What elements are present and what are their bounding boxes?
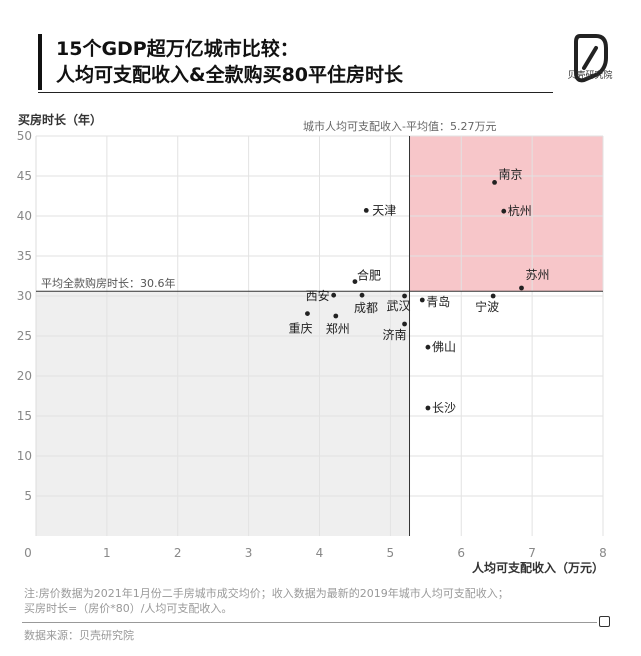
title-line-2: 人均可支配收入&全款购买80平住房时长 bbox=[56, 64, 404, 86]
data-point bbox=[333, 313, 339, 319]
point-label: 成都 bbox=[354, 301, 378, 315]
title-accent-bar bbox=[38, 34, 42, 90]
data-point bbox=[402, 321, 407, 327]
beike-logo-icon bbox=[574, 34, 608, 83]
logo-label: 贝壳研究院 bbox=[567, 71, 613, 81]
x-tick-label: 2 bbox=[174, 546, 182, 560]
x-tick-label: 3 bbox=[245, 546, 253, 560]
y-tick-label: 5 bbox=[24, 489, 32, 503]
y-tick-label: 45 bbox=[17, 169, 32, 183]
data-point bbox=[363, 208, 369, 213]
x-axis-label: 人均可支配收入（万元） bbox=[472, 560, 604, 575]
x-tick-label: 5 bbox=[387, 546, 395, 560]
data-source: 数据来源：贝壳研究院 bbox=[24, 629, 134, 642]
point-label: 杭州 bbox=[508, 203, 532, 218]
data-point bbox=[352, 279, 358, 284]
x-tick-label: 1 bbox=[103, 546, 111, 560]
data-point bbox=[331, 292, 337, 298]
title-underline bbox=[38, 92, 553, 93]
data-point bbox=[359, 292, 365, 298]
y-tick-label: 40 bbox=[17, 209, 32, 223]
x-tick-label: 7 bbox=[528, 546, 536, 560]
y-tick-label: 25 bbox=[17, 329, 32, 343]
point-label: 南京 bbox=[499, 166, 523, 181]
data-point bbox=[425, 405, 431, 411]
point-label: 重庆 bbox=[288, 322, 312, 336]
mean-income-label: 城市人均可支配收入-平均值：5.27万元 bbox=[303, 119, 496, 133]
footnote-line-2: 买房时长=（房价*80）/人均可支配收入。 bbox=[24, 602, 233, 615]
data-point bbox=[492, 180, 497, 185]
data-point bbox=[519, 285, 524, 291]
mean-duration-label: 平均全款购房时长：30.6年 bbox=[41, 276, 176, 290]
y-tick-label: 50 bbox=[17, 129, 32, 143]
point-label: 合肥 bbox=[357, 268, 381, 283]
point-label: 武汉 bbox=[387, 299, 411, 313]
y-tick-label: 35 bbox=[17, 249, 32, 263]
point-label: 郑州 bbox=[326, 321, 350, 336]
lowlight-quadrant bbox=[36, 291, 410, 536]
point-label: 宁波 bbox=[475, 299, 499, 314]
x-tick-label: 0 bbox=[24, 546, 32, 560]
y-tick-label: 15 bbox=[17, 409, 32, 423]
footnote-line-1: 注:房价数据为2021年1月份二手房城市成交均价；收入数据为最新的2019年城市… bbox=[24, 587, 509, 600]
y-tick-label: 20 bbox=[17, 369, 32, 383]
data-point bbox=[402, 293, 407, 299]
x-tick-label: 6 bbox=[457, 546, 465, 560]
point-label: 佛山 bbox=[432, 340, 456, 354]
x-tick-label: 4 bbox=[316, 546, 324, 560]
data-point bbox=[501, 208, 507, 214]
data-point bbox=[419, 297, 425, 303]
x-tick-label: 8 bbox=[599, 546, 607, 560]
page-title: 15个GDP超万亿城市比较： 人均可支配收入&全款购买80平住房时长 bbox=[56, 36, 403, 88]
data-point bbox=[305, 311, 310, 316]
point-label: 青岛 bbox=[426, 294, 450, 309]
point-label: 长沙 bbox=[432, 401, 456, 415]
highlight-quadrant bbox=[409, 136, 603, 292]
point-label: 济南 bbox=[383, 327, 407, 342]
data-point bbox=[490, 293, 496, 299]
title-line-1: 15个GDP超万亿城市比较： bbox=[56, 38, 299, 60]
y-tick-label: 10 bbox=[17, 449, 32, 463]
point-label: 西安 bbox=[306, 288, 330, 303]
data-point bbox=[425, 344, 431, 350]
y-axis-label: 买房时长（年） bbox=[18, 112, 102, 127]
point-label: 苏州 bbox=[525, 268, 549, 282]
y-tick-label: 30 bbox=[17, 289, 32, 303]
point-label: 天津 bbox=[372, 203, 396, 217]
footer-divider bbox=[22, 622, 597, 623]
footer-logo-icon bbox=[599, 616, 610, 627]
